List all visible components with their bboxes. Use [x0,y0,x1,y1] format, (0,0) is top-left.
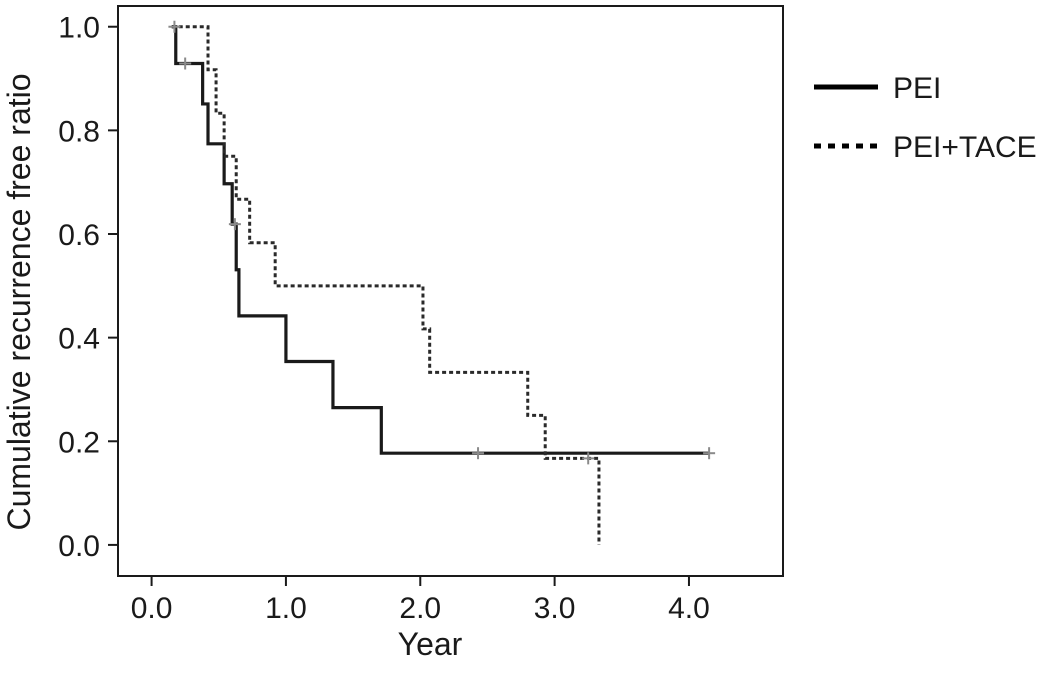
series-line-pei-tace [171,25,601,545]
legend-label-pei: PEI [893,72,941,105]
x-axis: 0.0 1.0 2.0 3.0 4.0 [131,576,710,625]
y-tick-label: 0.0 [58,530,100,563]
y-tick-label: 0.2 [58,426,100,459]
y-tick-label: 1.0 [58,12,100,45]
y-axis-title: Cumulative recurrence free ratio [1,73,37,530]
x-tick-label: 1.0 [265,592,307,625]
censor-mark-pei [179,57,192,70]
censor-mark-pei [228,218,241,231]
y-tick-label: 0.4 [58,323,100,356]
x-tick-label: 4.0 [668,592,710,625]
y-tick-label: 0.8 [58,115,100,148]
censor-mark-pei [472,447,485,460]
censor-marks-layer [168,20,716,465]
x-axis-title: Year [398,626,463,662]
x-tick-label: 3.0 [534,592,576,625]
legend-label-pei-tace: PEI+TACE [893,131,1037,164]
censor-mark-pei-tace [582,452,595,465]
censor-mark-pei [168,20,181,33]
y-tick-label: 0.6 [58,219,100,252]
legend: PEI PEI+TACE [814,72,1037,164]
censor-mark-pei [703,447,716,460]
plot-frame [117,5,784,577]
series-line-pei [171,25,710,455]
series-layer [171,25,710,545]
y-axis: 0.0 0.2 0.4 0.6 0.8 1.0 [58,12,118,563]
x-tick-label: 2.0 [399,592,441,625]
x-tick-label: 0.0 [131,592,173,625]
